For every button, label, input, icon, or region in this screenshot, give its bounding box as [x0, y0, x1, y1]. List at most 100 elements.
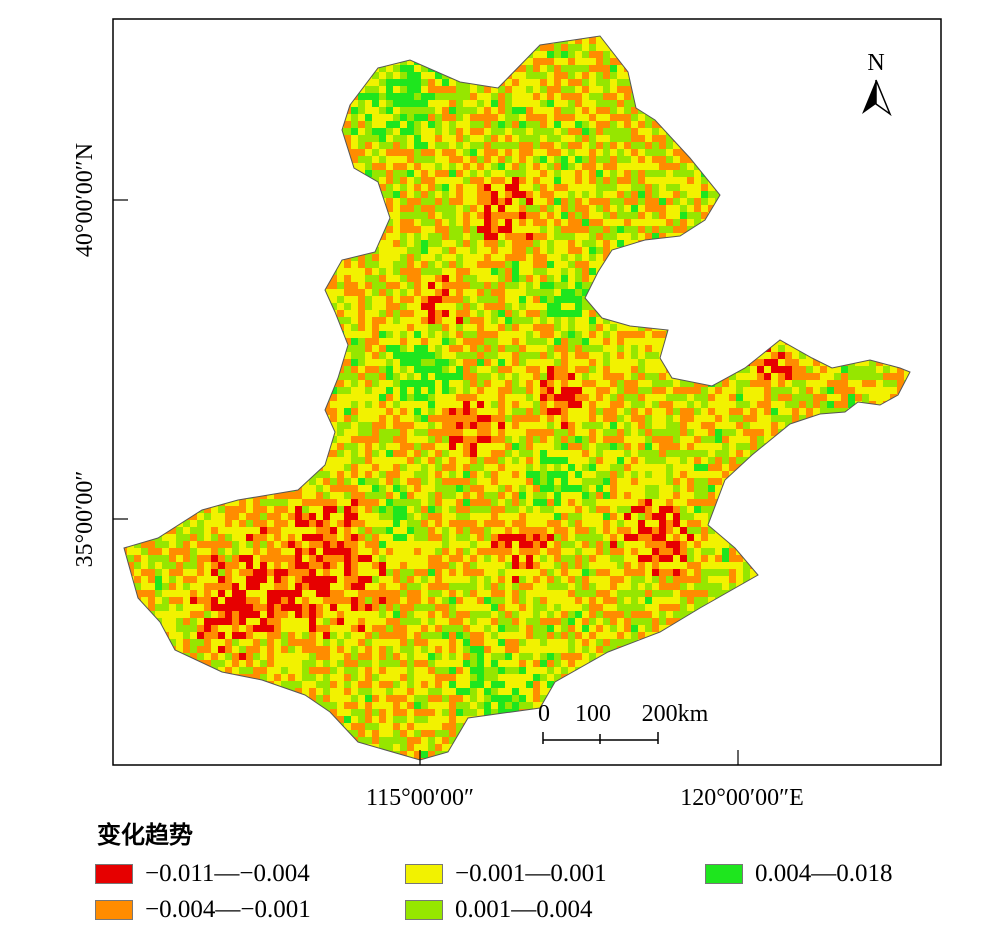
raster-cell [771, 324, 778, 331]
raster-cell [722, 212, 729, 219]
raster-cell [708, 219, 715, 226]
raster-cell [554, 51, 561, 58]
raster-cell [260, 37, 267, 44]
raster-cell [295, 275, 302, 282]
raster-cell [449, 51, 456, 58]
raster-cell [596, 275, 603, 282]
raster-cell [771, 261, 778, 268]
raster-cell [890, 226, 897, 233]
raster-cell [645, 268, 652, 275]
raster-cell [344, 135, 351, 142]
raster-cell [134, 51, 141, 58]
raster-cell [512, 37, 519, 44]
raster-cell [862, 177, 869, 184]
raster-cell [540, 93, 547, 100]
raster-cell [512, 296, 519, 303]
raster-cell [687, 282, 694, 289]
raster-cell [547, 170, 554, 177]
raster-cell [124, 149, 127, 156]
raster-cell [407, 170, 414, 177]
raster-cell [435, 233, 442, 240]
raster-cell [323, 86, 330, 93]
raster-cell [540, 114, 547, 121]
raster-cell [155, 191, 162, 198]
raster-cell [148, 135, 155, 142]
raster-cell [890, 135, 897, 142]
raster-cell [442, 226, 449, 233]
raster-cell [225, 93, 232, 100]
raster-cell [316, 128, 323, 135]
raster-cell [519, 149, 526, 156]
raster-cell [841, 198, 848, 205]
raster-cell [722, 219, 729, 226]
raster-cell [715, 65, 722, 72]
raster-cell [365, 275, 372, 282]
raster-cell [764, 72, 771, 79]
raster-cell [190, 36, 197, 37]
raster-cell [729, 170, 736, 177]
raster-cell [659, 310, 666, 317]
raster-cell [498, 289, 505, 296]
raster-cell [582, 170, 589, 177]
raster-cell [323, 317, 330, 324]
raster-cell [316, 310, 323, 317]
raster-cell [701, 247, 708, 254]
raster-cell [673, 65, 680, 72]
raster-cell [855, 79, 862, 86]
raster-cell [134, 205, 141, 212]
raster-cell [757, 79, 764, 86]
raster-cell [498, 93, 505, 100]
raster-cell [890, 107, 897, 114]
raster-cell [589, 317, 596, 324]
raster-cell [722, 233, 729, 240]
raster-cell [449, 289, 456, 296]
raster-cell [456, 198, 463, 205]
raster-cell [435, 198, 442, 205]
raster-cell [806, 107, 813, 114]
raster-cell [911, 72, 918, 79]
raster-cell [575, 177, 582, 184]
raster-cell [666, 317, 673, 324]
raster-cell [456, 163, 463, 170]
raster-cell [911, 275, 918, 282]
raster-cell [876, 296, 883, 303]
raster-cell [652, 65, 659, 72]
raster-cell [260, 36, 267, 37]
raster-cell [358, 212, 365, 219]
raster-cell [715, 142, 722, 149]
raster-cell [736, 121, 743, 128]
raster-cell [246, 135, 253, 142]
raster-cell [274, 163, 281, 170]
raster-cell [862, 114, 869, 121]
raster-cell [540, 233, 547, 240]
raster-cell [841, 93, 848, 100]
raster-cell [428, 268, 435, 275]
raster-cell [477, 296, 484, 303]
raster-cell [288, 233, 295, 240]
raster-cell [477, 177, 484, 184]
raster-cell [400, 317, 407, 324]
raster-cell [386, 282, 393, 289]
raster-cell [827, 37, 834, 44]
raster-cell [589, 247, 596, 254]
raster-cell [337, 261, 344, 268]
raster-cell [134, 191, 141, 198]
raster-cell [337, 205, 344, 212]
raster-cell [344, 219, 351, 226]
raster-cell [323, 212, 330, 219]
raster-cell [281, 331, 288, 338]
raster-cell [855, 275, 862, 282]
raster-cell [428, 156, 435, 163]
raster-cell [491, 100, 498, 107]
raster-cell [435, 240, 442, 247]
raster-cell [372, 254, 379, 261]
raster-cell [351, 233, 358, 240]
raster-cell [533, 177, 540, 184]
raster-cell [491, 135, 498, 142]
raster-cell [799, 261, 806, 268]
raster-cell [631, 233, 638, 240]
raster-cell [491, 240, 498, 247]
raster-cell [666, 240, 673, 247]
raster-cell [260, 58, 267, 65]
raster-cell [281, 121, 288, 128]
